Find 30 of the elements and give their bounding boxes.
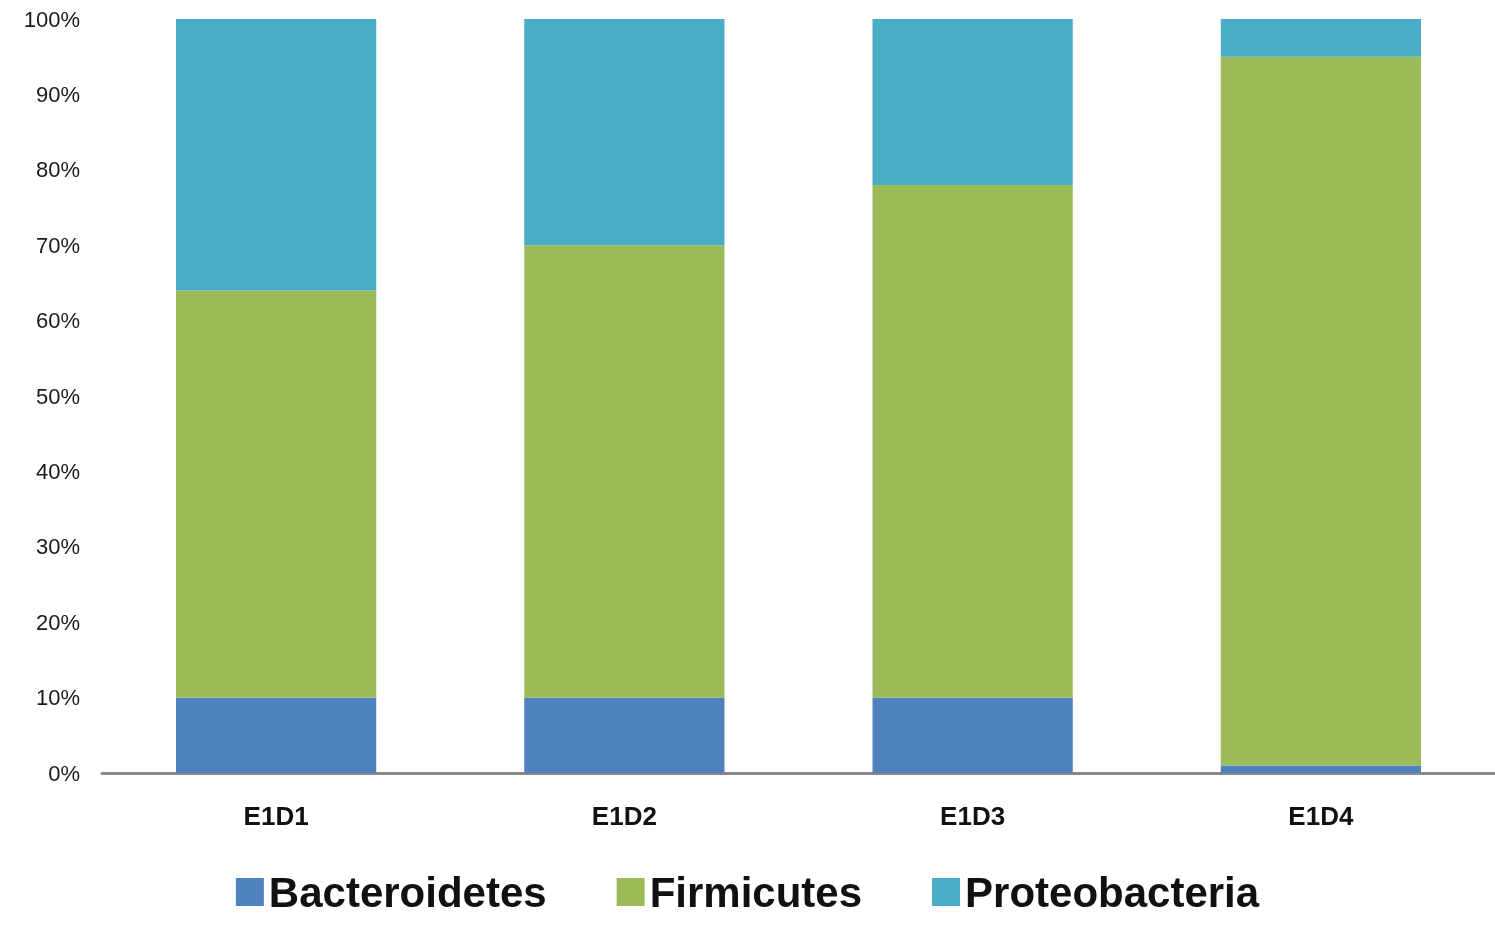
bar <box>872 184 1073 698</box>
y-tick-label: 30% <box>35 534 80 560</box>
y-tick-label: 80% <box>35 157 80 183</box>
bar <box>524 19 725 246</box>
legend-label: Bacteroidetes <box>268 868 547 916</box>
bar <box>1220 19 1421 57</box>
y-tick-label: 60% <box>35 308 80 334</box>
y-tick-label: 90% <box>35 81 80 107</box>
x-tick-label: E1D1 <box>243 801 309 831</box>
y-tick-label: 100% <box>23 6 80 32</box>
bar <box>872 697 1073 773</box>
y-tick-label: 0% <box>48 760 80 786</box>
x-tick-label: E1D3 <box>940 801 1006 831</box>
x-tick-label: E1D2 <box>591 801 657 831</box>
y-tick-label: 70% <box>35 232 80 258</box>
legend-label: Firmicutes <box>649 868 863 916</box>
bar <box>1220 765 1421 773</box>
bar <box>524 245 725 698</box>
bar <box>176 19 377 291</box>
bar <box>176 290 377 698</box>
y-tick-label: 50% <box>35 383 80 409</box>
bar <box>1220 56 1421 766</box>
bar <box>524 697 725 773</box>
y-tick-label: 40% <box>35 458 80 484</box>
legend-label: Proteobacteria <box>965 868 1260 916</box>
y-tick-label: 20% <box>35 609 80 635</box>
bar <box>872 19 1073 185</box>
bar <box>176 697 377 773</box>
x-tick-label: E1D4 <box>1288 801 1354 831</box>
y-tick-label: 10% <box>35 685 80 711</box>
